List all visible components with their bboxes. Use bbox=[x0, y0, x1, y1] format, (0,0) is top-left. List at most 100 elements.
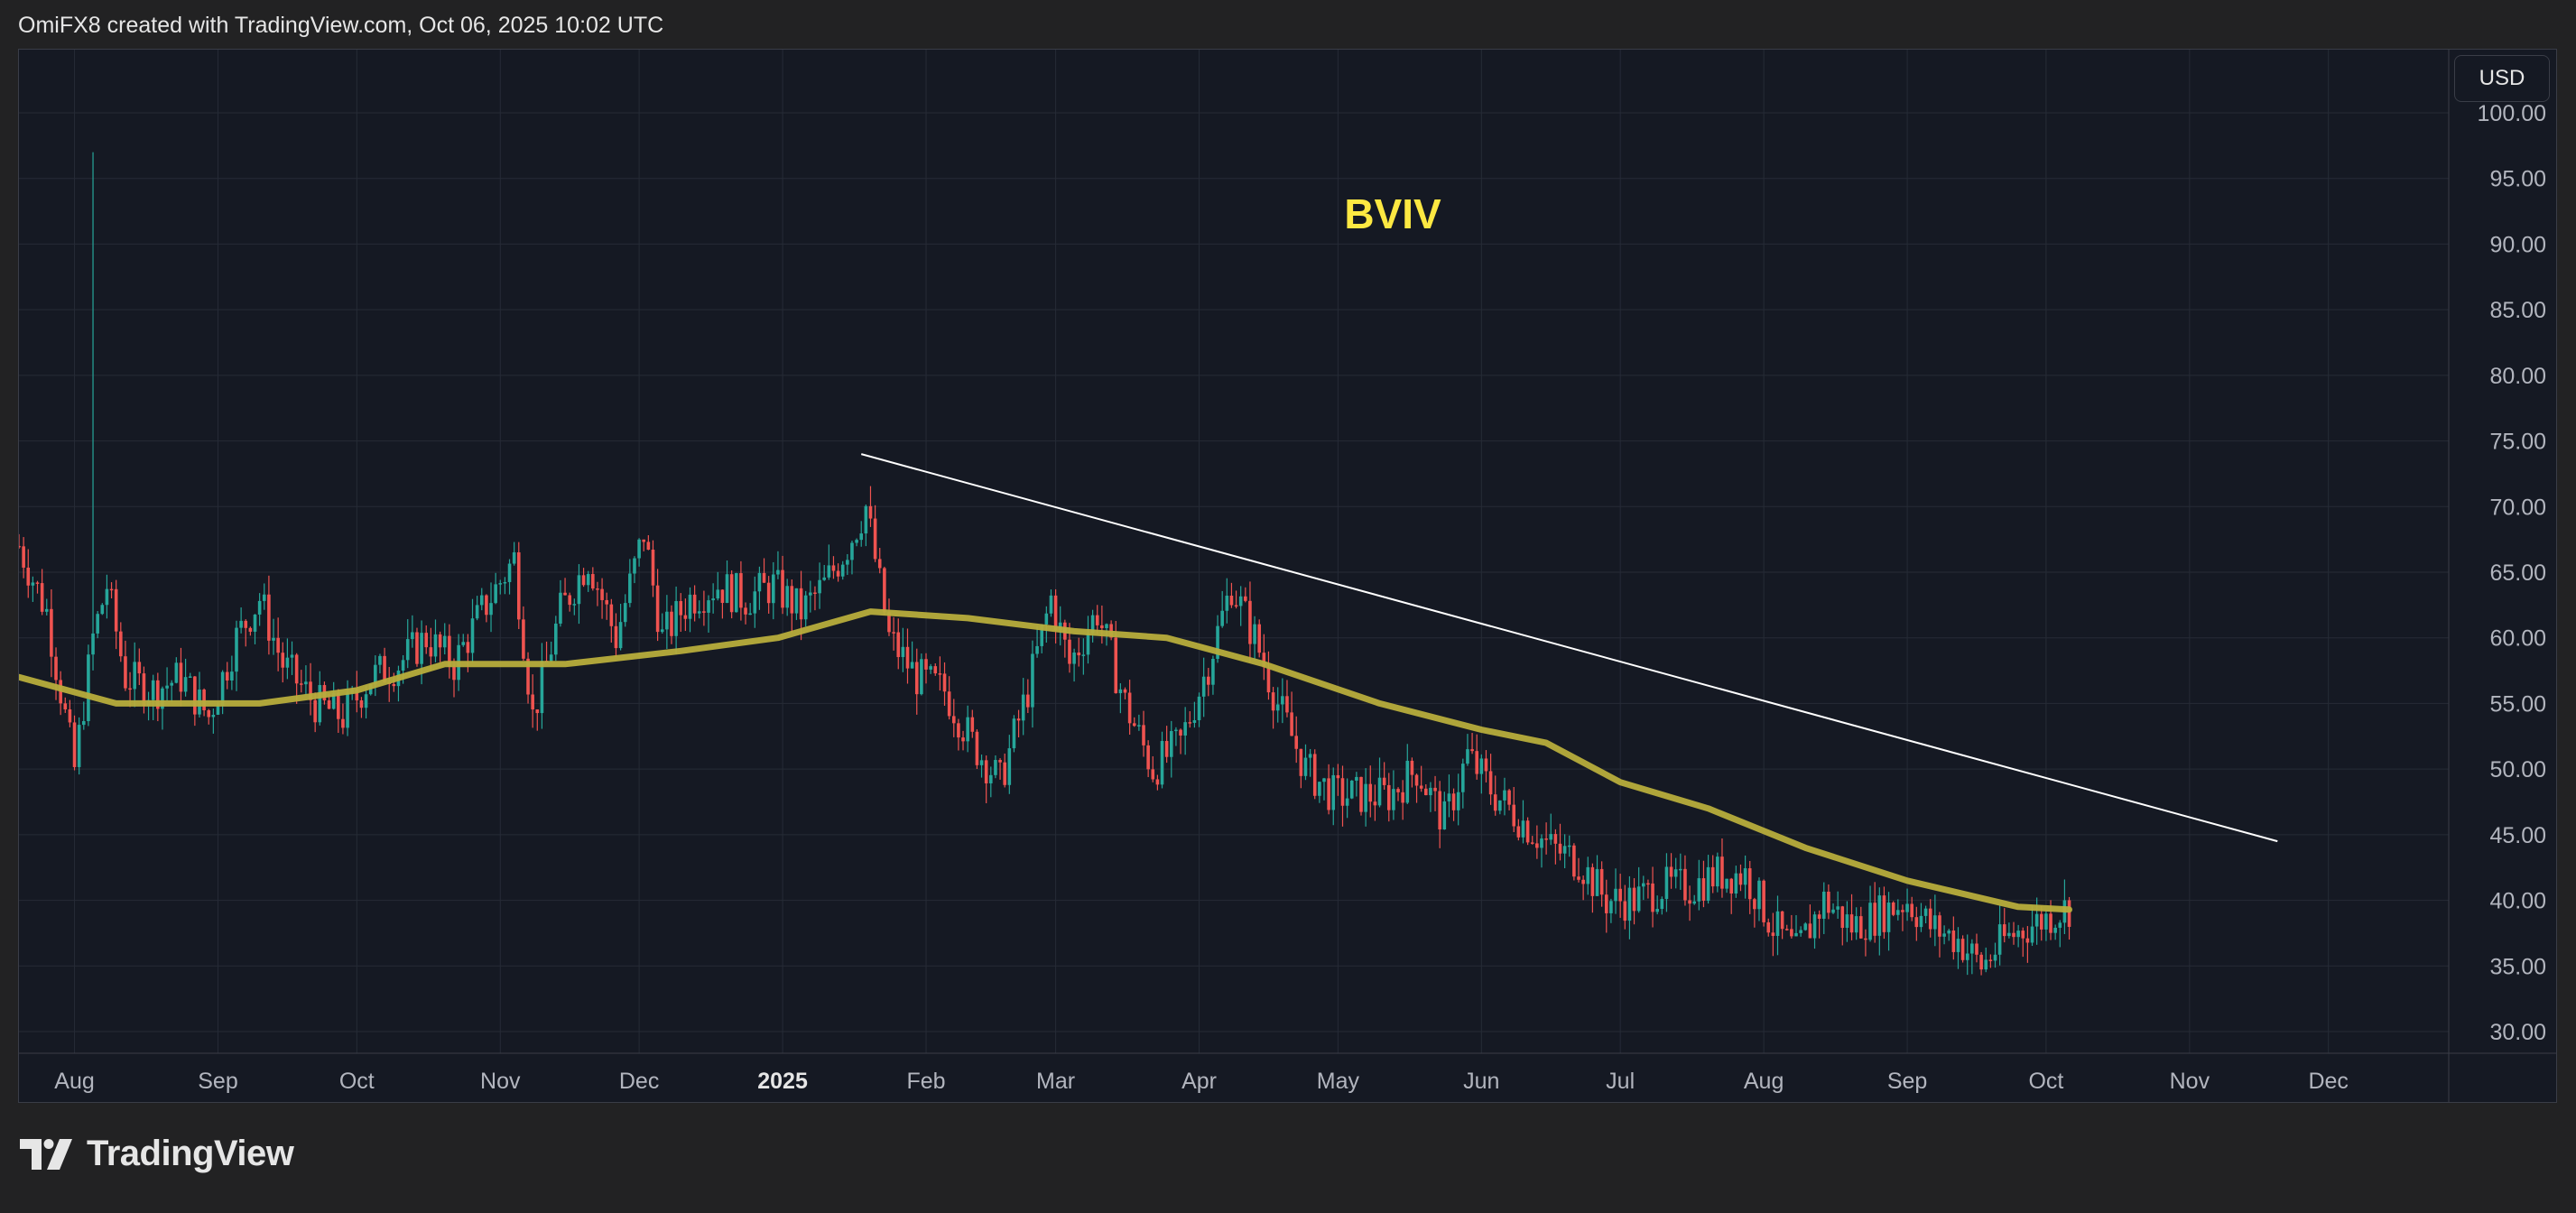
candle-body bbox=[933, 666, 938, 674]
candle-body bbox=[1854, 916, 1858, 933]
candle-body bbox=[1753, 899, 1756, 910]
candle-body bbox=[1636, 886, 1641, 912]
candle-body bbox=[1882, 895, 1886, 932]
candle-body bbox=[1507, 790, 1511, 805]
candle-body bbox=[26, 567, 31, 586]
candle-body bbox=[1077, 653, 1081, 656]
candle-body bbox=[1349, 780, 1354, 799]
candle-body bbox=[1970, 943, 1974, 954]
candle-body bbox=[35, 582, 40, 584]
candle-body bbox=[1845, 914, 1849, 929]
candle-body bbox=[1160, 741, 1164, 785]
candle-body bbox=[716, 589, 720, 599]
candle-body bbox=[883, 568, 886, 613]
candle-body bbox=[799, 588, 803, 620]
candle-body bbox=[1262, 653, 1266, 668]
time-tick-label: 2025 bbox=[757, 1069, 808, 1094]
time-tick-label: Oct bbox=[2028, 1069, 2063, 1094]
candle-body bbox=[623, 603, 627, 623]
candle-body bbox=[2039, 913, 2043, 930]
candle-body bbox=[1655, 909, 1659, 912]
candle-body bbox=[1664, 866, 1669, 900]
candle-body bbox=[1442, 801, 1447, 830]
candle-body bbox=[1081, 654, 1086, 656]
candle-body bbox=[970, 717, 975, 732]
candle-body bbox=[994, 760, 997, 775]
candle-body bbox=[979, 760, 984, 765]
candle-body bbox=[989, 774, 993, 783]
candle-body bbox=[785, 586, 789, 608]
candle-body bbox=[1271, 692, 1275, 711]
candle-body bbox=[355, 690, 359, 701]
candle-body bbox=[1327, 778, 1330, 810]
time-tick-label: Mar bbox=[1036, 1069, 1075, 1094]
candle-body bbox=[1244, 596, 1247, 601]
candle-body bbox=[1053, 595, 1058, 631]
candle-body bbox=[507, 563, 512, 582]
candle-body bbox=[1646, 883, 1650, 885]
candle-body bbox=[2021, 931, 2025, 939]
price-tick-label: 100.00 bbox=[2478, 101, 2546, 126]
candle-body bbox=[253, 614, 257, 632]
candle-body bbox=[1960, 939, 1965, 960]
moving-average bbox=[19, 608, 2072, 913]
candle-body bbox=[1192, 719, 1197, 723]
candle-body bbox=[1118, 689, 1123, 694]
candle-body bbox=[137, 662, 142, 674]
candle-body bbox=[1331, 774, 1336, 810]
candle-body bbox=[1382, 777, 1386, 785]
candle-body bbox=[276, 637, 280, 653]
chart-panel[interactable]: 30.00 35.00 40.00 45.00 50.00 55.00 60.00 65.00… bbox=[18, 49, 2557, 1103]
candle-body bbox=[19, 545, 21, 548]
candle-body bbox=[1790, 929, 1793, 937]
candle-body bbox=[114, 588, 118, 632]
time-tick-label: Sep bbox=[1887, 1069, 1927, 1094]
candle-body bbox=[914, 662, 919, 695]
candle-body bbox=[563, 592, 567, 596]
bviv-chart[interactable]: 30.00 35.00 40.00 45.00 50.00 55.00 60.00 65.00… bbox=[19, 50, 2557, 1103]
candle-body bbox=[290, 654, 294, 658]
candle-body bbox=[531, 694, 534, 710]
candle-body bbox=[327, 700, 331, 709]
candle-body bbox=[1026, 694, 1030, 708]
candle-body bbox=[1577, 876, 1580, 880]
candle-body bbox=[272, 637, 275, 641]
candle-body bbox=[753, 591, 757, 614]
candle-body bbox=[660, 629, 664, 633]
candle-body bbox=[2058, 922, 2062, 928]
candle-body bbox=[230, 671, 234, 681]
candle-body bbox=[1840, 906, 1845, 929]
candle-body bbox=[281, 653, 285, 668]
candle-body bbox=[1146, 745, 1150, 770]
candle-body bbox=[1641, 883, 1645, 887]
candle-body bbox=[947, 691, 951, 717]
candle-body bbox=[1956, 939, 1960, 952]
candle-body bbox=[516, 551, 521, 620]
candle-body bbox=[1068, 639, 1071, 664]
candle-body bbox=[568, 595, 571, 606]
candle-body bbox=[868, 505, 873, 519]
candle-body bbox=[378, 655, 382, 665]
candle-body bbox=[109, 588, 114, 591]
time-tick-label: Jul bbox=[1606, 1069, 1635, 1094]
candle-body bbox=[1451, 793, 1456, 810]
tradingview-logo[interactable]: TradingView bbox=[20, 1134, 294, 1174]
candle-body bbox=[1414, 774, 1419, 786]
candle-body bbox=[2025, 938, 2030, 943]
candle-body bbox=[1312, 754, 1317, 796]
candle-body bbox=[929, 666, 932, 670]
candle-body bbox=[1716, 857, 1719, 887]
candle-body bbox=[429, 647, 433, 657]
candle-body bbox=[1632, 887, 1636, 912]
candle-body bbox=[1086, 633, 1090, 655]
currency-button[interactable]: USD bbox=[2454, 55, 2550, 102]
candle-body bbox=[91, 633, 95, 655]
candle-body bbox=[161, 688, 164, 709]
candle-body bbox=[1549, 834, 1553, 840]
candle-body bbox=[285, 657, 290, 668]
candle-body bbox=[1901, 910, 1904, 912]
candle-body bbox=[262, 594, 266, 601]
trendline-resistance bbox=[860, 453, 2278, 843]
candle-body bbox=[498, 583, 503, 585]
candle-body bbox=[605, 599, 609, 605]
